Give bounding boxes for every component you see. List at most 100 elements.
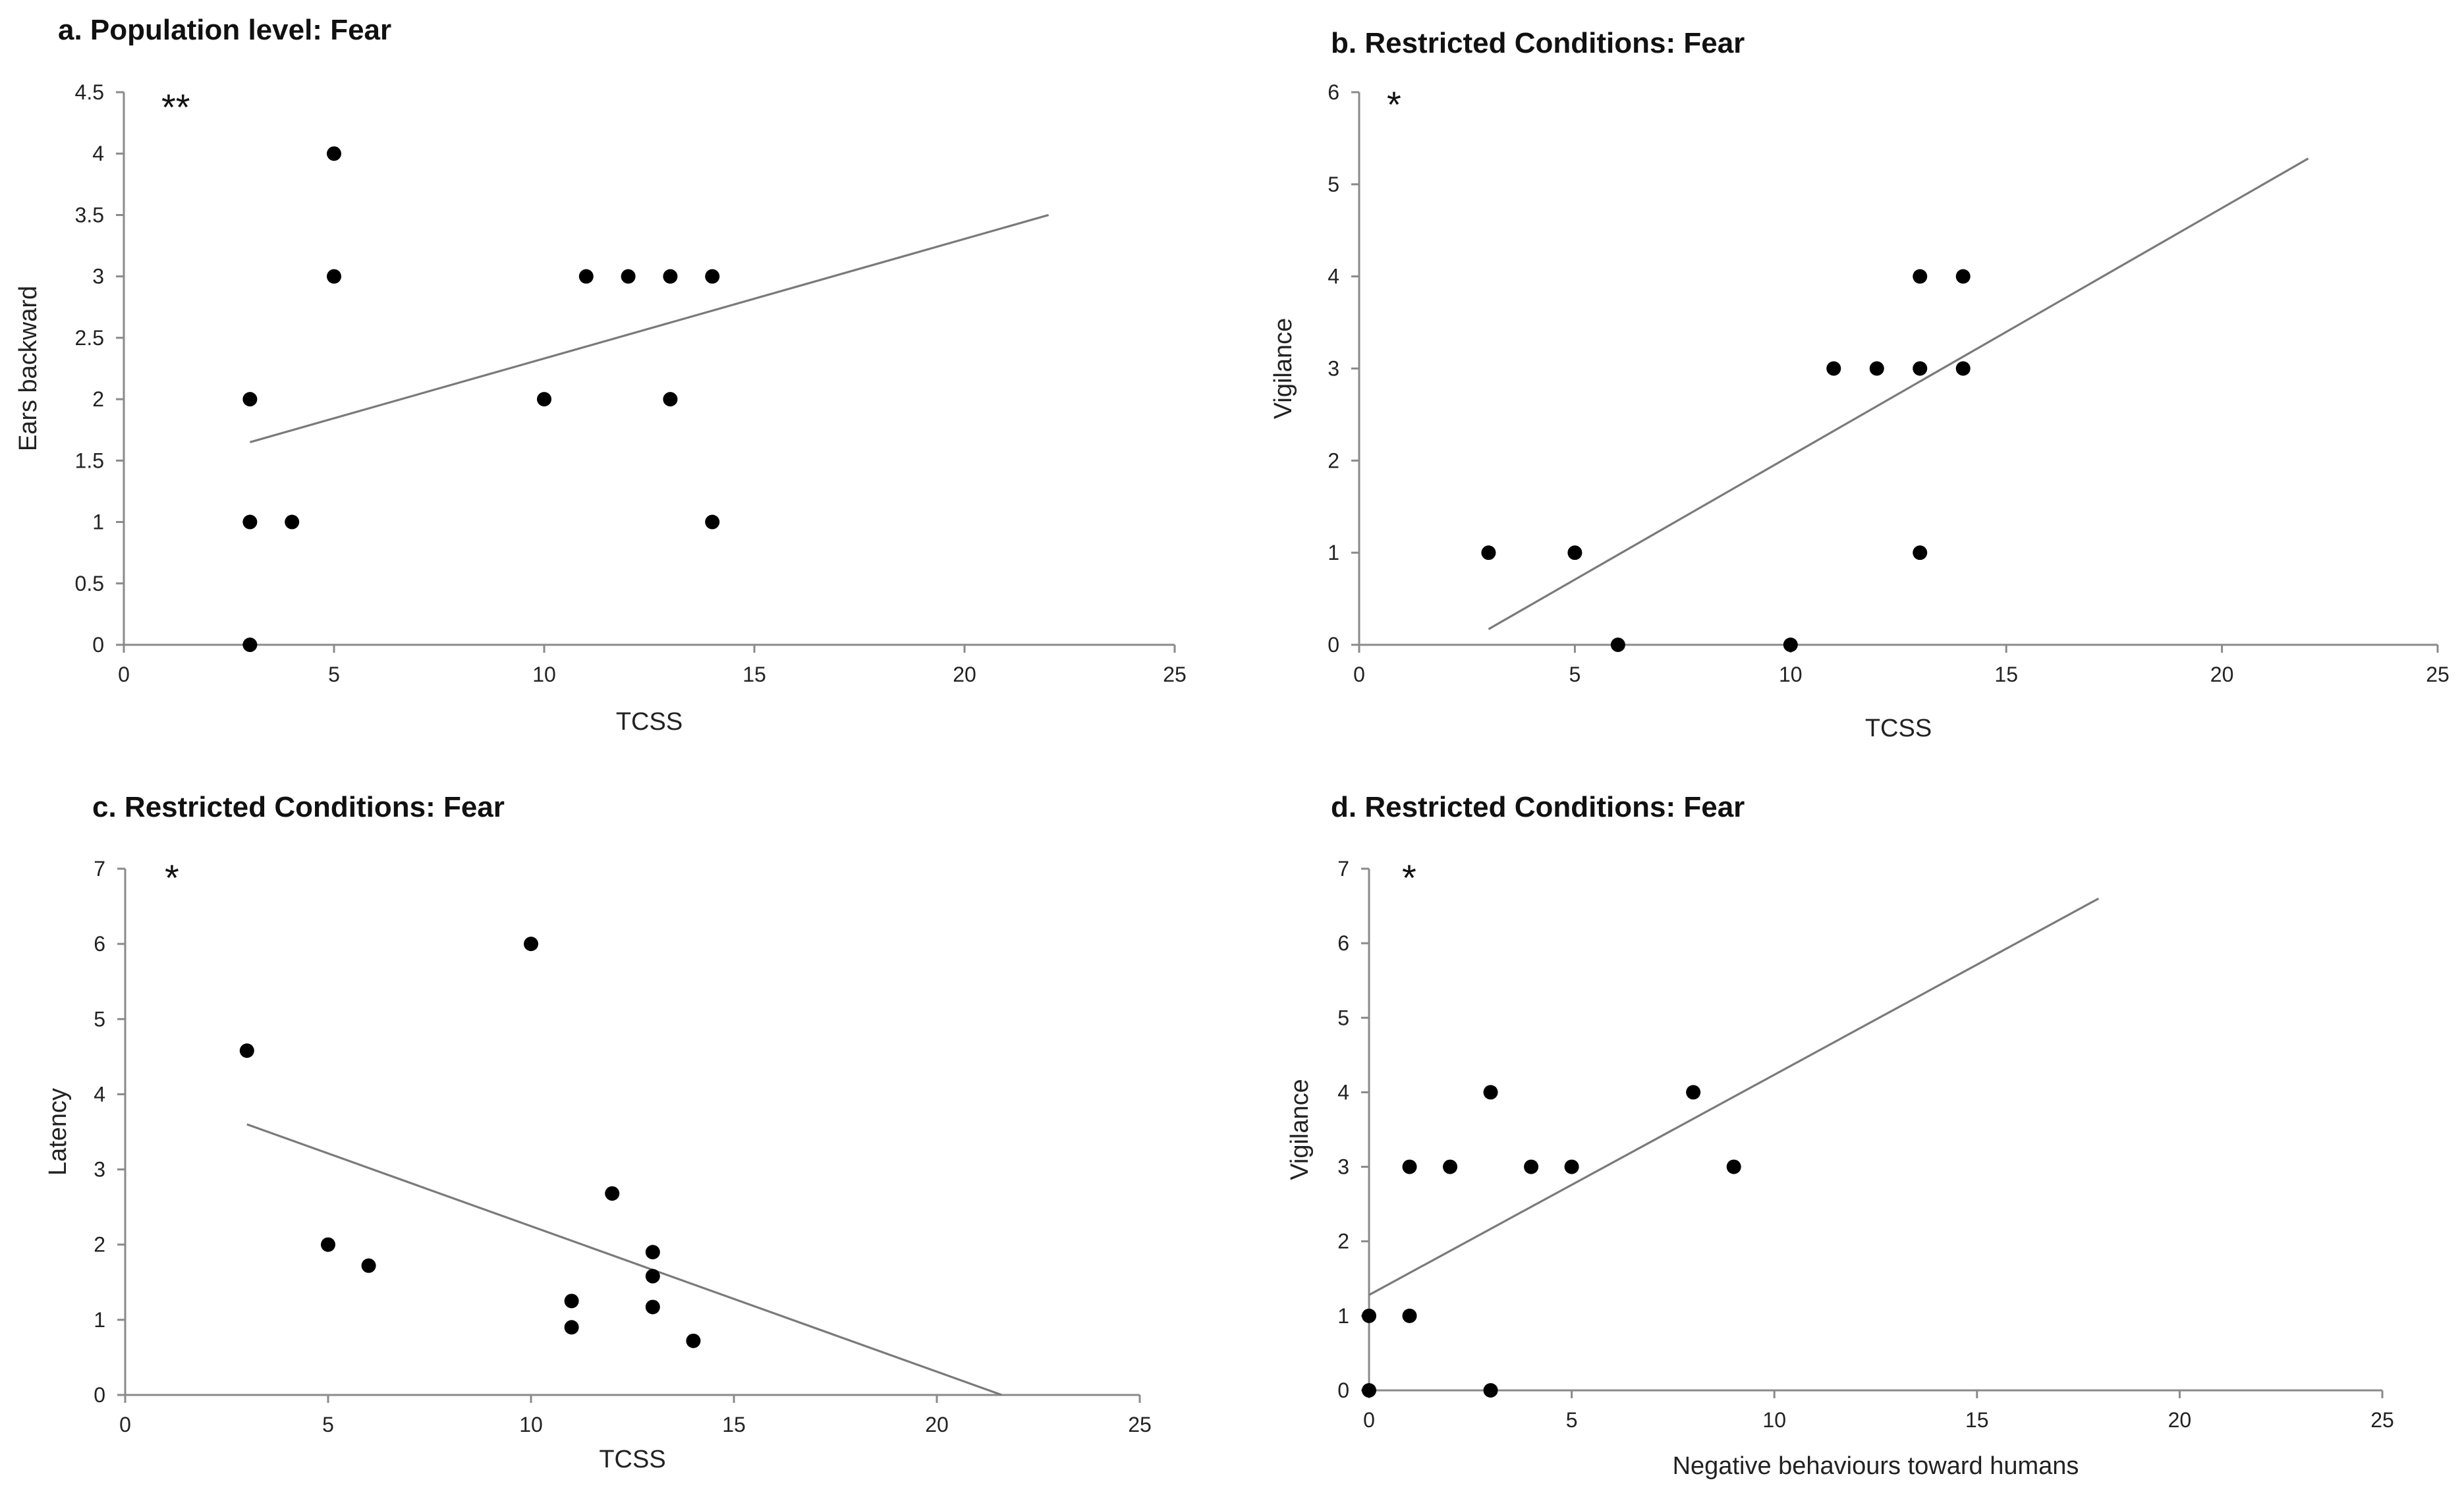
chart-c-x-axis-label: TCSS [599, 1446, 665, 1473]
chart-d-data-point [1564, 1159, 1579, 1174]
chart-b-y-tick-label: 3 [1328, 357, 1339, 381]
chart-a-x-tick-label: 0 [118, 663, 130, 686]
chart-c-x-tick-label: 20 [925, 1413, 949, 1436]
chart-c-y-tick-label: 2 [94, 1233, 105, 1257]
chart-a-data-point [242, 638, 258, 652]
chart-d-data-point [1443, 1159, 1458, 1174]
chart-c-y-tick-label: 4 [94, 1082, 105, 1106]
chart-a-data-point [663, 269, 678, 284]
chart-a-data-point [621, 269, 636, 284]
chart-a-data-point [578, 269, 594, 284]
chart-a-y-tick-label: 2 [92, 387, 104, 411]
chart-d-data-point [1483, 1383, 1498, 1398]
chart-a-y-tick-label: 1 [92, 510, 104, 534]
chart-d-data-point [1402, 1159, 1417, 1174]
chart-b-data-point [1869, 361, 1884, 376]
chart-d-y-tick-label: 6 [1337, 931, 1349, 955]
chart-c-x-tick-label: 25 [1128, 1413, 1152, 1436]
chart-c-trendline [246, 1123, 1003, 1396]
chart-a-x-tick-label: 10 [532, 663, 556, 686]
chart-d-y-tick-label: 5 [1337, 1006, 1349, 1029]
chart-d-x-tick-label: 15 [1965, 1408, 1989, 1432]
chart-c-significance-marker: * [165, 857, 179, 898]
chart-d-y-tick-label: 2 [1337, 1230, 1349, 1253]
chart-b-significance-marker: * [1387, 84, 1401, 125]
chart-c-y-tick-label: 7 [94, 857, 105, 881]
chart-a-data-point [285, 514, 300, 530]
chart-d-x-tick-label: 10 [1762, 1408, 1786, 1432]
chart-a: a. Population level: Fear 0 5 10 15 20 25 0 0.5 1… [14, 14, 1187, 736]
chart-d-y-tick-label: 4 [1337, 1080, 1349, 1104]
chart-d-trendline [1368, 897, 2100, 1296]
chart-b-data-point [1481, 545, 1496, 560]
chart-c-data-point [361, 1258, 376, 1273]
chart-c-data-point [645, 1299, 660, 1315]
chart-b-data-point [1610, 638, 1625, 652]
chart-d-y-tick-label: 3 [1337, 1155, 1349, 1179]
chart-b-x-tick-label: 25 [2426, 663, 2450, 686]
chart-c-data-point [605, 1186, 620, 1201]
chart-d-x-tick-label: 25 [2370, 1408, 2394, 1432]
chart-c-x-tick-label: 15 [722, 1413, 746, 1436]
chart-a-y-tick-label: 4.5 [75, 80, 104, 104]
chart-d-x-tick-label: 0 [1363, 1408, 1375, 1432]
chart-b-y-axis-label: Vigilance [1270, 318, 1297, 420]
chart-d-data-point [1483, 1085, 1498, 1100]
chart-d-data-point [1362, 1308, 1376, 1323]
chart-b-x-axis-label: TCSS [1865, 715, 1932, 742]
chart-a-y-tick-label: 4 [92, 142, 104, 165]
chart-a-data-point [327, 146, 341, 161]
chart-a-data-point [663, 392, 678, 407]
chart-c-title: c. Restricted Conditions: Fear [92, 791, 505, 823]
chart-b-y-tick-label: 6 [1328, 80, 1339, 104]
chart-d-x-tick-label: 5 [1566, 1408, 1578, 1432]
chart-d-x-axis-label: Negative behaviours toward humans [1673, 1452, 2079, 1480]
chart-a-data-point [242, 392, 258, 407]
chart-c-x-tick-label: 10 [519, 1413, 543, 1436]
chart-c-y-tick-label: 0 [94, 1383, 105, 1407]
chart-d-y-axis-label: Vigilance [1286, 1079, 1314, 1180]
chart-a-y-tick-label: 1.5 [75, 449, 104, 472]
chart-a-y-tick-label: 0 [92, 633, 104, 657]
chart-d-data-point [1362, 1383, 1376, 1398]
chart-b-data-point [1913, 361, 1928, 376]
chart-a-trendline [249, 213, 1050, 443]
chart-c-y-tick-label: 3 [94, 1158, 105, 1182]
chart-d-y-tick-label: 7 [1337, 857, 1349, 881]
chart-b-title: b. Restricted Conditions: Fear [1331, 27, 1745, 59]
chart-a-data-point [242, 514, 258, 530]
chart-d-y-tick-label: 0 [1337, 1378, 1349, 1402]
chart-b-y-tick-label: 2 [1328, 449, 1339, 472]
chart-c-y-axis-label: Latency [44, 1088, 72, 1176]
chart-b-x-tick-label: 10 [1779, 663, 1803, 686]
chart-a-significance-marker: ** [161, 86, 190, 128]
chart-a-y-tick-label: 0.5 [75, 572, 104, 595]
chart-b-x-tick-label: 5 [1569, 663, 1581, 686]
chart-c-data-point [239, 1043, 254, 1058]
chart-d-data-point [1402, 1308, 1417, 1323]
chart-c-y-tick-label: 6 [94, 932, 105, 956]
chart-d-y-tick-label: 1 [1337, 1304, 1349, 1328]
chart-b-data-point [1567, 545, 1582, 560]
chart-a-y-axis-label: Ears backward [14, 286, 42, 451]
chart-a-data-point [705, 269, 720, 284]
chart-a-data-point [537, 392, 551, 407]
chart-c-data-point [524, 937, 538, 952]
chart-c-data-point [645, 1269, 660, 1284]
chart-a-y-tick-label: 3.5 [75, 203, 104, 227]
chart-b-y-tick-label: 1 [1328, 541, 1339, 564]
chart-d-significance-marker: * [1402, 857, 1416, 898]
chart-b-data-point [1913, 269, 1928, 284]
chart-a-title: a. Population level: Fear [58, 14, 391, 46]
chart-b-data-point [1913, 545, 1928, 560]
chart-b-y-tick-label: 4 [1328, 265, 1339, 288]
chart-b-y-tick-label: 5 [1328, 173, 1339, 196]
chart-a-data-point [705, 514, 720, 530]
chart-d-data-point [1524, 1159, 1539, 1174]
chart-d-data-point [1686, 1085, 1701, 1100]
chart-c-data-point [645, 1245, 660, 1260]
chart-b-data-point [1826, 361, 1841, 376]
